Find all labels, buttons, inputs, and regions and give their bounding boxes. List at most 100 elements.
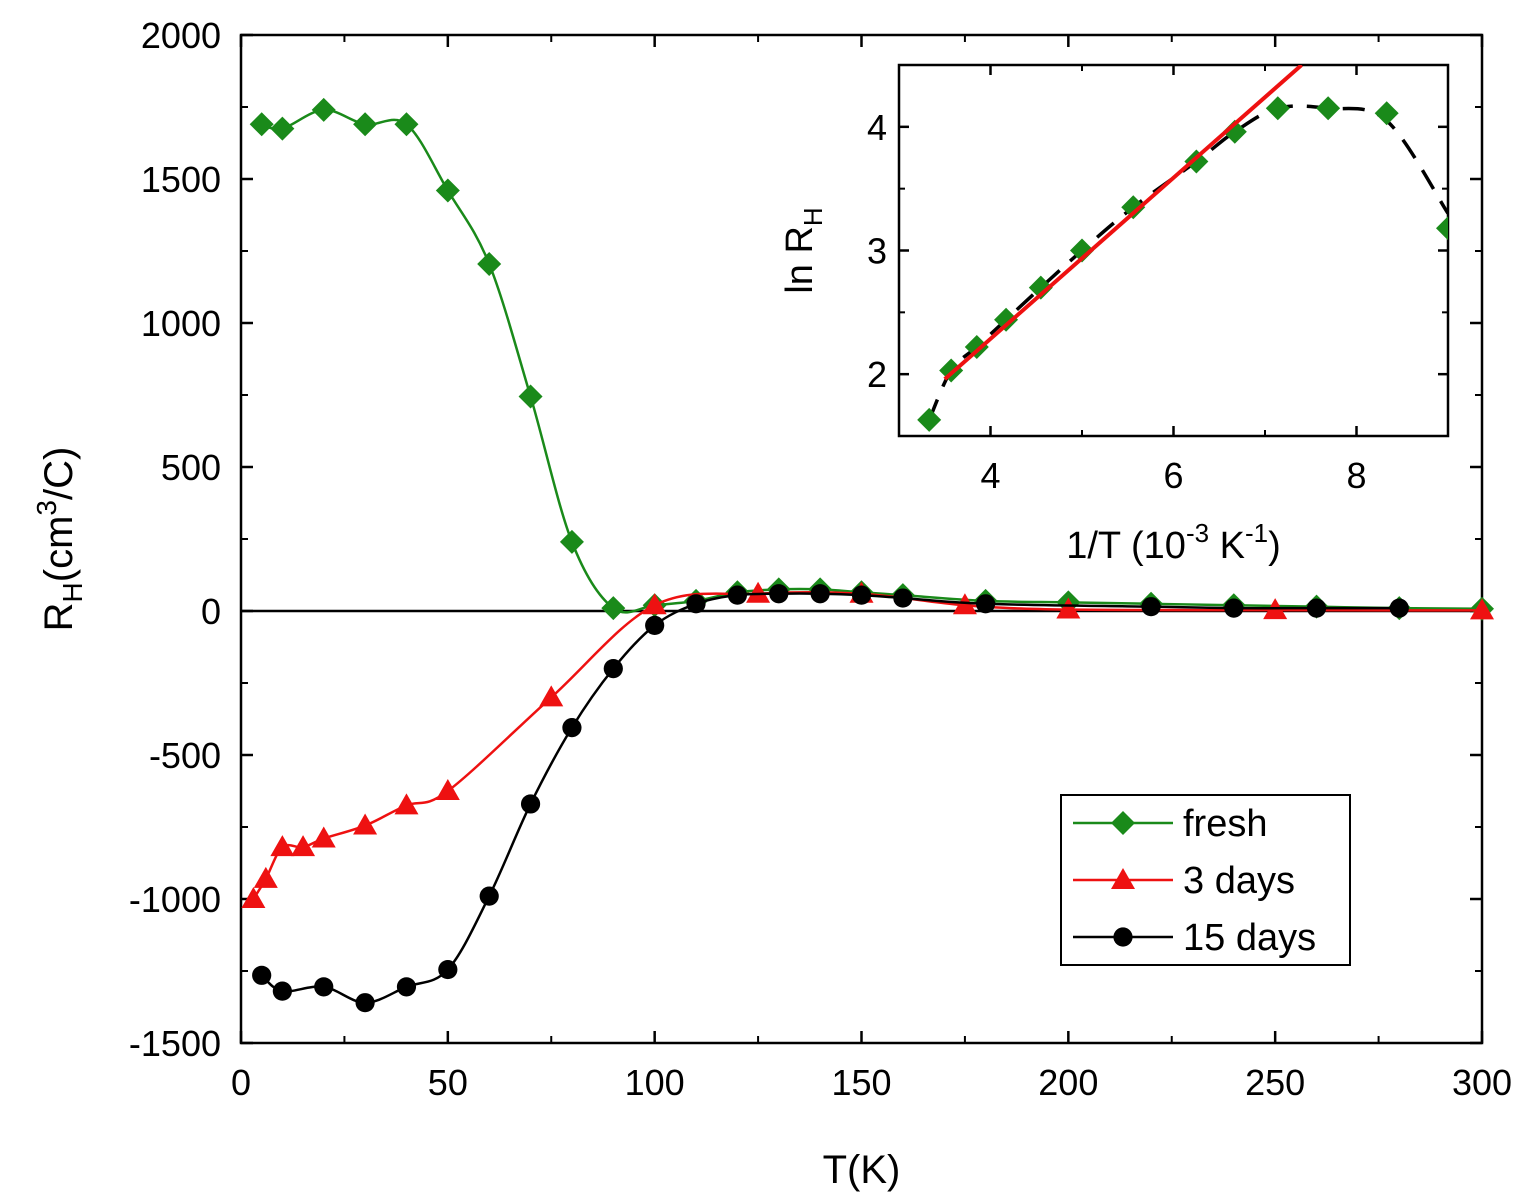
data-point xyxy=(435,178,460,203)
inset-data-point xyxy=(1184,149,1209,174)
legend: fresh 3 days 15 days xyxy=(1060,794,1351,966)
data-point xyxy=(1389,598,1409,618)
x-tick-label: 200 xyxy=(1038,1062,1098,1103)
inset-x-label-pre: 1/T (10 xyxy=(1066,525,1186,567)
data-point xyxy=(603,659,623,679)
data-point xyxy=(1141,597,1161,617)
inset-x-label-post: ) xyxy=(1268,525,1281,567)
data-point xyxy=(353,112,378,137)
x-tick-label: 300 xyxy=(1452,1062,1512,1103)
inset-x-axis-label: 1/T (10-3 K-1) xyxy=(1066,518,1281,567)
data-point xyxy=(253,866,278,888)
inset-x-label-sup2: -1 xyxy=(1245,518,1268,548)
legend-label: fresh xyxy=(1183,803,1267,845)
data-point xyxy=(353,813,378,835)
y-axis-label-sub: H xyxy=(57,582,88,602)
inset-data-point xyxy=(964,334,989,359)
x-tick-label: 0 xyxy=(231,1062,251,1103)
data-point xyxy=(396,977,417,997)
y-tick-label: 2000 xyxy=(141,15,221,56)
data-point xyxy=(291,835,316,857)
inset-data-point xyxy=(1222,119,1247,144)
data-point xyxy=(559,529,584,554)
inset-data xyxy=(917,65,1448,432)
data-point xyxy=(270,835,295,857)
data-point xyxy=(686,594,706,614)
y-tick-label: 1000 xyxy=(141,303,221,344)
inset-frame xyxy=(897,63,1450,438)
y-axis-label-sup: 3 xyxy=(31,500,62,516)
y-tick-label: 1500 xyxy=(141,159,221,200)
inset-x-label-sup1: -3 xyxy=(1186,518,1209,548)
y-axis-label-main: R xyxy=(37,602,81,631)
inset-y-tick-label: 4 xyxy=(867,107,887,148)
y-tick-label: -1500 xyxy=(129,1023,221,1064)
data-point xyxy=(976,594,996,614)
inset-x-tick-label: 8 xyxy=(1346,455,1366,496)
data-point xyxy=(270,116,295,141)
data-point xyxy=(272,981,292,1001)
data-point xyxy=(394,112,419,137)
x-tick-label: 250 xyxy=(1245,1062,1305,1103)
data-point xyxy=(479,886,499,906)
inset-y-tick-label: 3 xyxy=(867,231,887,272)
inset-data-point xyxy=(1265,96,1290,121)
inset-data-point xyxy=(1028,275,1053,300)
inset-data-point xyxy=(1121,195,1146,220)
y-tick-label: 0 xyxy=(201,591,221,632)
data-point xyxy=(1224,598,1244,618)
data-point xyxy=(642,593,667,615)
data-point xyxy=(810,584,830,604)
legend-label: 15 days xyxy=(1183,917,1316,959)
inset-data-point xyxy=(917,407,942,432)
inset-plot: 4 6 8 2 3 4 ln RH 1/T (10-3 K-1) xyxy=(779,63,1450,567)
data-point xyxy=(601,596,626,621)
inset-data-point xyxy=(994,307,1019,332)
y-tick-label: -1000 xyxy=(129,879,221,920)
data-point xyxy=(727,585,748,605)
series-line xyxy=(261,108,1483,614)
inset-data-point xyxy=(1374,101,1399,126)
inset-x-tick-label: 4 xyxy=(980,455,1000,496)
x-axis-label: T(K) xyxy=(823,1148,901,1192)
data-point xyxy=(645,615,665,636)
x-tick-label: 150 xyxy=(831,1062,891,1103)
data-point xyxy=(394,793,419,815)
x-tick-label: 50 xyxy=(428,1062,468,1103)
data-point xyxy=(769,584,789,604)
data-point xyxy=(477,251,502,276)
legend-label: 3 days xyxy=(1183,860,1295,902)
data-point xyxy=(311,826,336,848)
data-point xyxy=(438,959,458,980)
y-axis-label-unit: (cm xyxy=(37,516,81,583)
y-tick-label: 500 xyxy=(161,447,221,488)
data-point xyxy=(355,993,375,1013)
data-point xyxy=(893,588,913,608)
data-point xyxy=(241,887,266,908)
data-point xyxy=(1306,598,1327,618)
data-point xyxy=(851,585,872,605)
main-plot: 0 50 100 150 200 250 300 -1500 -1000 -500 0 500 1000… xyxy=(31,15,1512,1192)
data-point xyxy=(562,718,582,738)
y-tick-label: -500 xyxy=(149,735,221,776)
inset-x-label-mid: K xyxy=(1209,525,1245,567)
data-point xyxy=(1470,598,1494,620)
inset-data-point xyxy=(1316,96,1341,121)
inset-data-point xyxy=(1436,216,1448,241)
x-tick-label: 100 xyxy=(625,1062,685,1103)
data-point xyxy=(518,384,543,409)
data-point xyxy=(252,965,272,985)
legend-marker xyxy=(1111,868,1135,889)
inset-data-point xyxy=(1070,238,1094,263)
inset-y-label-sub: H xyxy=(798,207,828,226)
y-axis-label: RH(cm3/C) xyxy=(31,447,88,632)
inset-y-axis-label: ln RH xyxy=(779,207,828,293)
legend-marker xyxy=(1111,811,1135,835)
data-point xyxy=(249,112,274,137)
inset-y-label-main: ln R xyxy=(779,226,821,294)
data-point xyxy=(539,685,564,707)
inset-y-tick-label: 2 xyxy=(867,354,887,395)
data-point xyxy=(520,794,541,814)
inset-x-tick-label: 6 xyxy=(1163,455,1183,496)
